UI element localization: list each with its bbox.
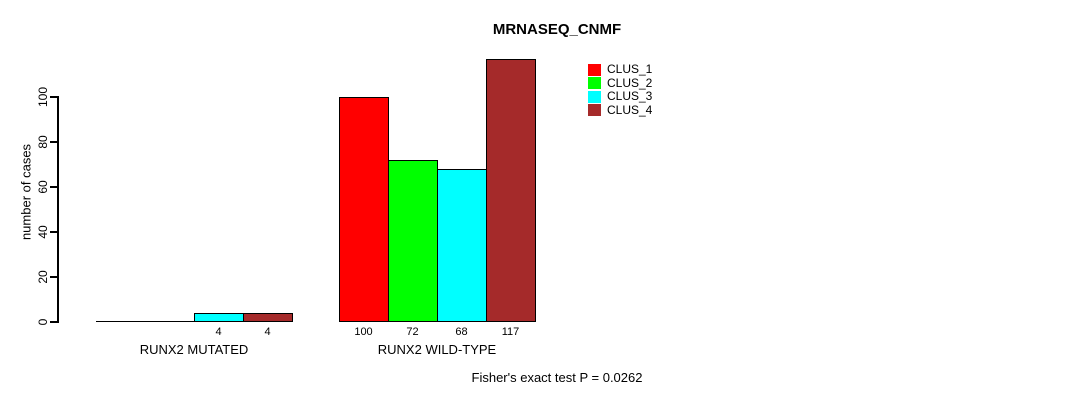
bar-value-label: 68 — [455, 326, 468, 338]
y-axis-tick — [50, 186, 57, 188]
bar-clus_4-2 — [486, 58, 536, 322]
y-axis-tick-label: 80 — [36, 135, 50, 149]
legend-swatch-icon — [588, 77, 601, 90]
y-axis-tick-label: 40 — [36, 225, 50, 239]
y-axis-label: number of cases — [18, 143, 34, 241]
chart-title: MRNASEQ_CNMF — [492, 21, 622, 38]
stat-annotation: Fisher's exact test P = 0.0262 — [471, 370, 643, 385]
y-axis-tick-label: 60 — [36, 180, 50, 194]
legend-label: CLUS_4 — [607, 102, 653, 117]
legend: CLUS_1 CLUS_2 CLUS_3 CLUS_4 — [588, 63, 652, 117]
legend-label: CLUS_3 — [607, 89, 653, 104]
bar-zero-clus_1-1 — [96, 321, 146, 323]
bar-value-label: 4 — [264, 326, 271, 338]
bar-clus_4-1 — [243, 313, 293, 322]
y-axis-tick-label: 100 — [36, 86, 50, 108]
legend-item-clus_1: CLUS_1 — [588, 63, 652, 77]
bar-clus_3-1 — [194, 313, 244, 322]
y-axis-tick-label: 20 — [36, 270, 50, 284]
y-axis-tick-label: 0 — [36, 318, 50, 326]
bar-value-label: 72 — [406, 326, 419, 338]
y-axis-line — [57, 96, 59, 323]
bar-value-label: 100 — [354, 326, 373, 338]
bar-value-label: 4 — [215, 326, 222, 338]
x-category-label: RUNX2 WILD-TYPE — [377, 342, 497, 357]
bar-value-label: 117 — [501, 326, 520, 338]
y-axis-tick — [50, 141, 57, 143]
legend-item-clus_3: CLUS_3 — [588, 90, 652, 104]
legend-label: CLUS_1 — [607, 62, 653, 77]
y-axis-tick — [50, 321, 57, 323]
bar-clus_1-2 — [339, 97, 389, 322]
legend-swatch-icon — [588, 104, 601, 117]
legend-swatch-icon — [588, 90, 601, 103]
bar-clus_2-2 — [388, 160, 438, 322]
legend-swatch-icon — [588, 63, 601, 76]
legend-item-clus_2: CLUS_2 — [588, 75, 653, 91]
y-axis-tick — [50, 96, 57, 98]
legend-item-clus_4: CLUS_4 — [588, 102, 653, 118]
bar-clus_3-2 — [437, 169, 487, 322]
x-category-label: RUNX2 MUTATED — [139, 342, 249, 357]
y-axis-tick — [50, 231, 57, 233]
y-axis-tick — [50, 276, 57, 278]
legend-label: CLUS_2 — [607, 75, 653, 90]
bar-zero-clus_2-1 — [145, 321, 195, 323]
